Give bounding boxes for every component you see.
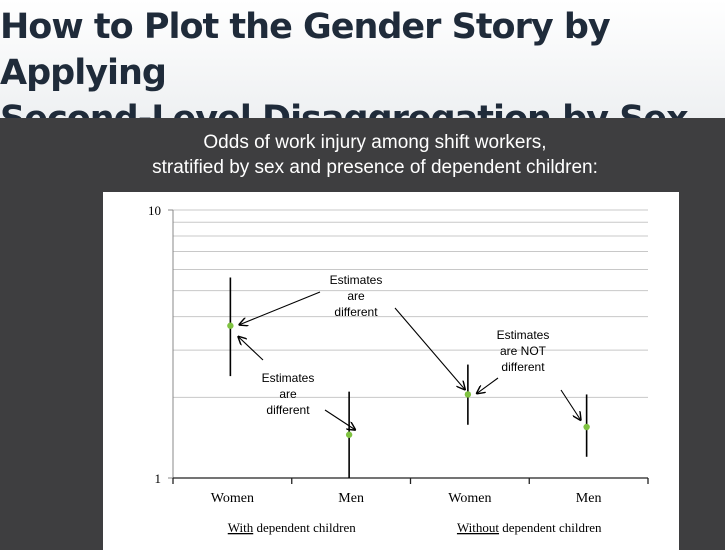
annotation-arrow (394, 307, 465, 389)
annotation-text: are NOT (500, 344, 547, 358)
group-label: With dependent children (228, 520, 356, 535)
y-tick-label: 10 (148, 203, 161, 218)
annotation-arrow (239, 291, 321, 325)
annotation-arrow (477, 377, 499, 393)
annotation-text: different (334, 305, 378, 319)
title-band (0, 0, 725, 118)
annotation-arrow (238, 337, 264, 361)
group-label-rest: dependent children (499, 520, 602, 535)
point-estimate (227, 322, 234, 329)
category-label: Women (448, 491, 491, 506)
annotation-text: different (266, 403, 310, 417)
annotation-text: Estimates (330, 273, 383, 287)
annotation-text: are (347, 289, 365, 303)
category-label: Men (338, 491, 364, 506)
annotation-arrow (324, 409, 355, 430)
slide-title-line-1: How to Plot the Gender Story by Applying (0, 7, 611, 93)
group-label: Without dependent children (457, 520, 602, 535)
point-estimate (345, 431, 353, 438)
category-label: Women (211, 491, 254, 506)
chart-title: Odds of work injury among shift workers,… (90, 130, 660, 180)
odds-chart: 1 10 Women Men Women Men With dependent childr… (148, 203, 649, 535)
annotation-text: Estimates (497, 328, 550, 342)
point-estimate (583, 423, 590, 431)
annotation-arrow (560, 389, 581, 420)
plot-area: 1 10 Women Men Women Men With dependent childr… (103, 192, 679, 550)
y-tick-label: 1 (155, 471, 162, 486)
annotation-text: are (279, 387, 297, 401)
annotation-text: different (501, 360, 545, 374)
group-label-rest: dependent children (253, 520, 356, 535)
group-label-underlined-word: With (228, 520, 254, 535)
annotation-text: Estimates (262, 371, 315, 385)
chart-title-line-1: Odds of work injury among shift workers, (203, 132, 547, 153)
group-label-underlined-word: Without (457, 520, 499, 535)
point-estimate (464, 391, 472, 398)
chart-title-line-2: stratified by sex and presence of depend… (152, 157, 598, 178)
category-label: Men (576, 491, 602, 506)
